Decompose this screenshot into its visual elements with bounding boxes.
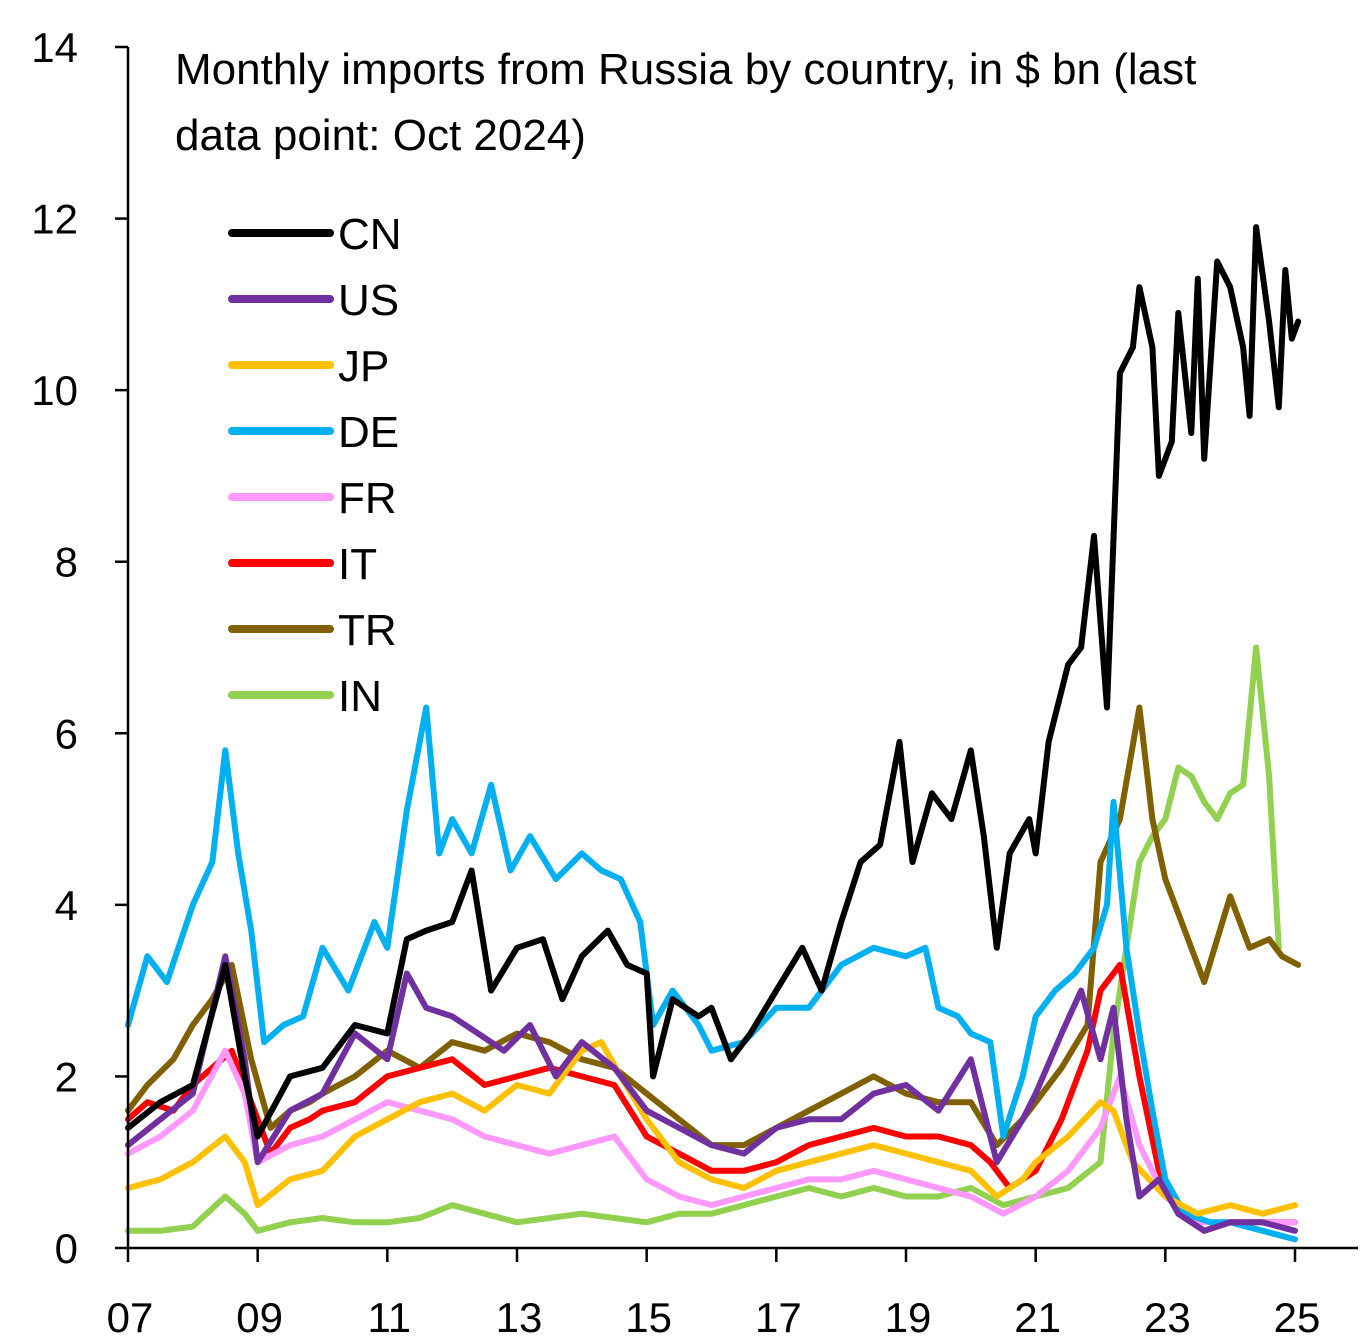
series-line-fr (125, 1047, 1298, 1226)
legend-label-tr: TR (338, 606, 397, 655)
x-tick-label: 23 (1144, 1294, 1191, 1341)
y-tick-label: 10 (31, 367, 78, 414)
y-ticks: 0 2 4 6 8 10 12 14 (31, 24, 128, 1272)
y-tick-label: 14 (31, 24, 78, 71)
plot-lines (125, 224, 1302, 1243)
x-tick-label: 07 (107, 1294, 154, 1341)
series-line-it (125, 961, 1298, 1234)
x-tick-label: 17 (755, 1294, 802, 1341)
legend: CN US JP DE FR IT TR IN (228, 210, 402, 721)
x-ticks: 07 09 11 13 15 17 19 21 23 25 (107, 1248, 1321, 1341)
series-line-cn (125, 224, 1302, 1140)
y-tick-label: 4 (55, 882, 78, 929)
x-tick-label: 09 (236, 1294, 283, 1341)
legend-label-us: US (338, 276, 399, 325)
legend-label-fr: FR (338, 474, 397, 523)
series-line-jp (125, 1039, 1298, 1217)
chart-title-line-1: Monthly imports from Russia by country, … (175, 45, 1196, 94)
chart-title: Monthly imports from Russia by country, … (175, 45, 1196, 160)
x-tick-label: 21 (1014, 1294, 1061, 1341)
axes (126, 47, 1358, 1250)
legend-label-cn: CN (338, 210, 402, 259)
legend-label-in: IN (338, 672, 382, 721)
y-tick-label: 2 (55, 1053, 78, 1100)
x-tick-label: 19 (885, 1294, 932, 1341)
legend-label-it: IT (338, 540, 377, 589)
legend-label-de: DE (338, 408, 399, 457)
y-tick-label: 6 (55, 710, 78, 757)
y-tick-label: 8 (55, 539, 78, 586)
x-tick-label: 13 (496, 1294, 543, 1341)
y-tick-label: 0 (55, 1225, 78, 1272)
series-line-in (125, 644, 1282, 1234)
legend-label-jp: JP (338, 342, 389, 391)
chart-title-line-2: data point: Oct 2024) (175, 111, 586, 160)
series-line-us (125, 953, 1298, 1234)
x-tick-label: 11 (368, 1294, 412, 1341)
x-tick-label: 25 (1274, 1294, 1321, 1341)
y-tick-label: 12 (31, 196, 78, 243)
x-tick-label: 15 (625, 1294, 672, 1341)
